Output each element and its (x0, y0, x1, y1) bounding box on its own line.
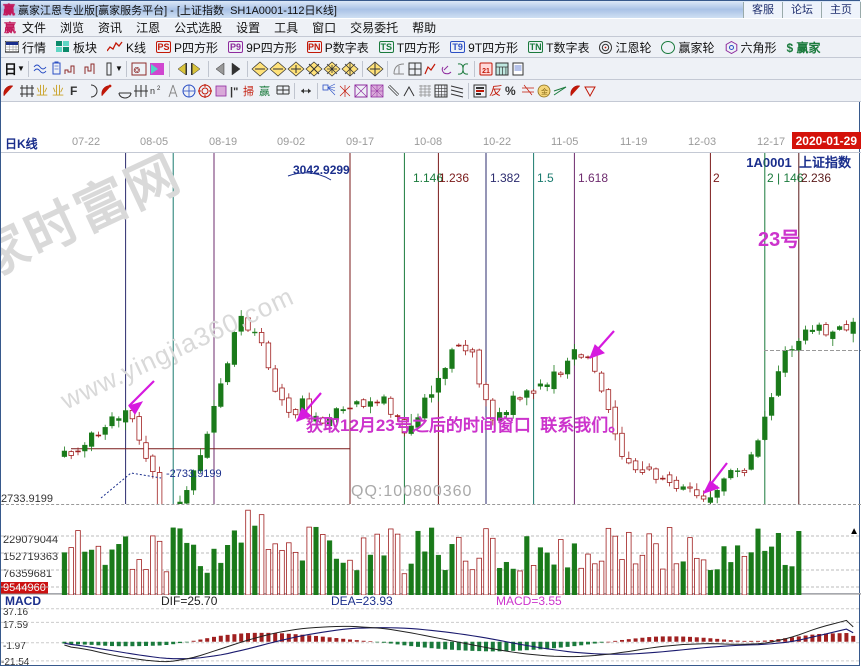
svg-text:掃: 掃 (243, 84, 254, 98)
svg-text:n: n (150, 86, 155, 96)
svg-text:%: % (505, 84, 516, 98)
svg-text:业: 业 (52, 84, 64, 98)
svg-text:❂: ❂ (133, 66, 140, 75)
svg-text:F: F (70, 84, 77, 98)
svg-text:反: 反 (489, 84, 502, 98)
svg-text:金: 金 (541, 87, 548, 96)
svg-text:21: 21 (482, 68, 490, 75)
svg-text:赢: 赢 (259, 84, 270, 98)
svg-text:|": |" (230, 86, 238, 98)
svg-text:业: 业 (36, 84, 48, 98)
svg-text:2: 2 (157, 86, 161, 92)
